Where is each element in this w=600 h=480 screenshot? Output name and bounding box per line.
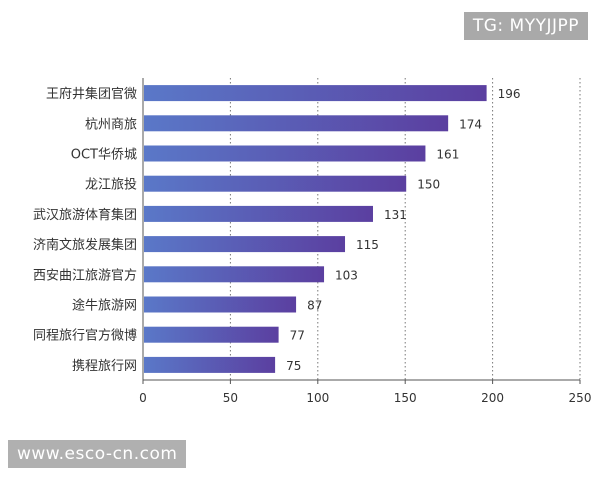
bar-1	[144, 115, 449, 132]
bar-0	[144, 85, 487, 102]
category-label: OCT华侨城	[71, 148, 137, 163]
category-label: 携程旅行网	[72, 358, 137, 374]
value-label: 75	[286, 359, 301, 373]
bar-2	[144, 145, 426, 162]
value-label: 150	[417, 178, 440, 192]
category-label: 杭州商旅	[85, 117, 137, 132]
x-tick-label: 250	[569, 391, 592, 405]
value-label: 115	[356, 238, 379, 252]
value-label: 161	[436, 148, 459, 162]
category-label: 西安曲江旅游官方	[33, 267, 137, 283]
value-label: 77	[290, 329, 305, 343]
x-tick-label: 0	[139, 391, 147, 405]
bars	[144, 85, 487, 373]
watermark-bottom: www.esco-cn.com	[8, 440, 187, 468]
category-label: 武汉旅游体育集团	[33, 207, 137, 223]
value-label: 196	[498, 87, 521, 101]
category-label: 济南文旅发展集团	[33, 237, 137, 253]
category-label: 龙江旅投	[85, 177, 137, 193]
value-label: 103	[335, 268, 358, 282]
bar-6	[144, 266, 325, 283]
category-label: 王府井集团官微	[46, 86, 137, 102]
bar-8	[144, 326, 279, 343]
watermark-top: TG: MYYJJPP	[463, 12, 588, 40]
x-tick-label: 100	[306, 391, 329, 405]
value-label: 131	[384, 208, 407, 222]
category-label: 途牛旅游网	[72, 298, 137, 314]
value-label: 87	[307, 299, 322, 313]
x-tick-label: 200	[481, 391, 504, 405]
axes	[142, 78, 581, 384]
bar-3	[144, 175, 407, 192]
x-tick-label: 150	[394, 391, 417, 405]
x-tick-label: 50	[223, 391, 238, 405]
bar-5	[144, 236, 346, 253]
category-label: 同程旅行官方微博	[33, 328, 137, 344]
bar-9	[144, 356, 276, 373]
bar-7	[144, 296, 297, 313]
bar-4	[144, 205, 373, 222]
labels: 0 50 100 150 200 250 王府井集团官微 196 杭州商旅 174 OCT华侨城 16…	[33, 86, 591, 405]
value-label: 174	[459, 117, 482, 131]
